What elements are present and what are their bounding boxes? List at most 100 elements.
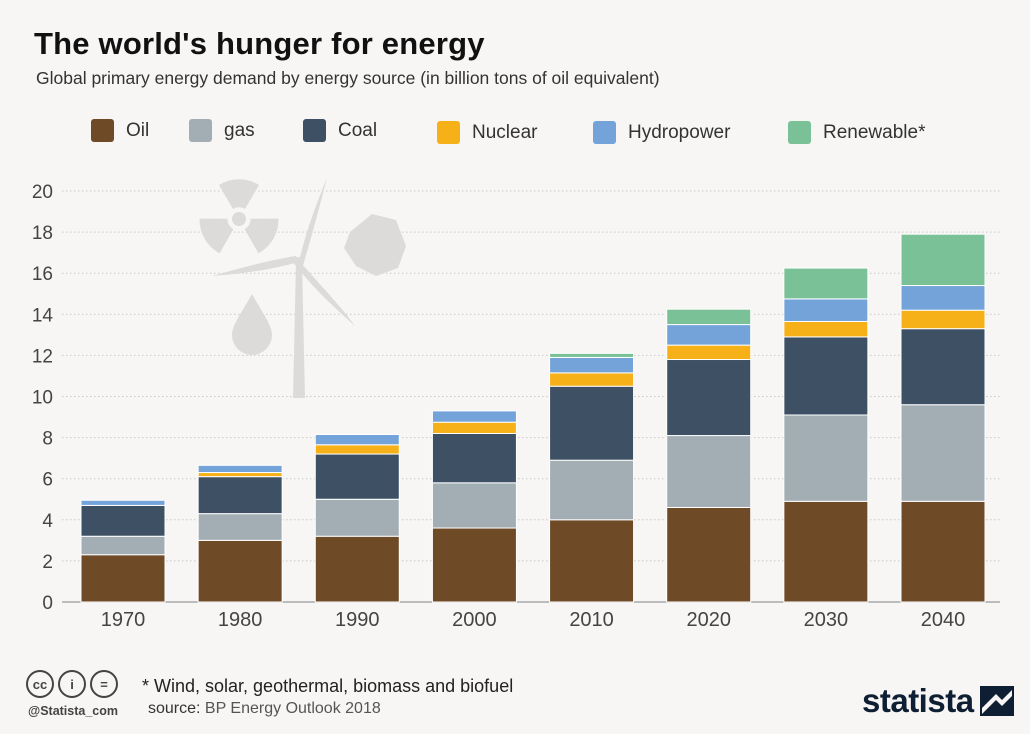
bar-segment-gas-2020 (666, 435, 752, 508)
bar-segment-hydropower-2040 (900, 285, 986, 311)
legend-item-gas: gas (189, 119, 255, 142)
legend: Oil gas Coal Nuclear Hydropower Renewabl… (0, 116, 1030, 150)
x-tick-label: 2040 (921, 609, 966, 631)
oil-drop-icon (232, 294, 272, 355)
bar-segment-gas-2040 (900, 404, 986, 502)
bar-segment-nuclear-2010 (549, 372, 635, 387)
bar-stack-2020 (666, 308, 752, 603)
x-tick-label: 2020 (686, 609, 731, 631)
legend-item-coal: Coal (303, 119, 377, 142)
bar-segment-oil-2030 (783, 500, 869, 603)
bar-stack-2000 (431, 410, 517, 603)
legend-swatch-nuclear (437, 121, 460, 144)
license-icons: cc i = (26, 670, 118, 698)
bar-stack-2010 (549, 352, 635, 603)
bar-segment-gas-2030 (783, 414, 869, 502)
legend-item-renewable: Renewable* (788, 121, 925, 144)
decorative-illustration (199, 178, 406, 398)
legend-label-coal: Coal (338, 119, 378, 141)
legend-swatch-gas (189, 119, 212, 142)
bar-stack-1970 (80, 499, 166, 603)
attribution-icon: i (58, 670, 86, 698)
bar-segment-nuclear-1990 (314, 444, 400, 455)
bar-segment-oil-1970 (80, 554, 166, 603)
bar-segment-gas-1970 (80, 535, 166, 556)
y-axis: 0 2 4 6 8 10 12 14 16 18 20 (32, 182, 54, 614)
bar-segment-nuclear-1980 (197, 472, 283, 478)
bar-segment-gas-1990 (314, 498, 400, 537)
bar-segment-nuclear-2000 (431, 421, 517, 434)
source-line: source: BP Energy Outlook 2018 (148, 700, 381, 718)
y-tick-label: 8 (42, 429, 53, 450)
legend-item-hydropower: Hydropower (593, 121, 730, 144)
bar-segment-hydropower-2020 (666, 324, 752, 346)
y-tick-label: 18 (32, 223, 53, 244)
bar-stack-2030 (783, 267, 869, 603)
y-tick-label: 2 (42, 552, 53, 573)
legend-label-hydropower: Hydropower (628, 121, 731, 143)
y-tick-label: 4 (42, 511, 53, 532)
y-tick-label: 0 (42, 593, 53, 614)
legend-swatch-oil (91, 119, 114, 142)
legend-swatch-coal (303, 119, 326, 142)
bar-segment-oil-2020 (666, 506, 752, 603)
cc-icon: cc (26, 670, 54, 698)
bar-segment-oil-2010 (549, 519, 635, 603)
x-tick-label: 1990 (335, 609, 380, 631)
legend-label-nuclear: Nuclear (472, 121, 538, 143)
bar-stack-1990 (314, 434, 400, 603)
legend-swatch-hydropower (593, 121, 616, 144)
legend-item-oil: Oil (91, 119, 149, 142)
radiation-icon (199, 179, 279, 254)
chart-subtitle: Global primary energy demand by energy s… (36, 68, 660, 88)
statista-logo-icon (979, 686, 1014, 716)
bar-segment-coal-2000 (431, 432, 517, 484)
statista-logo[interactable]: statista (862, 682, 1014, 720)
coal-lump-icon (344, 214, 406, 276)
bar-segment-nuclear-2020 (666, 344, 752, 361)
bar-segment-hydropower-2030 (783, 298, 869, 322)
x-tick-label: 1970 (101, 609, 146, 631)
bar-segment-coal-2030 (783, 336, 869, 416)
bar-segment-renewable-2030 (783, 267, 869, 300)
statista-handle: @Statista_com (28, 704, 118, 718)
bar-segment-hydropower-2010 (549, 356, 635, 374)
no-derivatives-icon: = (90, 670, 118, 698)
bar-stack-2040 (900, 233, 986, 603)
bar-segment-coal-1970 (80, 504, 166, 537)
x-tick-label: 2000 (452, 609, 497, 631)
bar-segment-hydropower-1970 (80, 499, 166, 506)
brand-name: statista (862, 682, 974, 719)
bar-segment-coal-2020 (666, 359, 752, 437)
y-tick-label: 20 (32, 182, 53, 203)
bar-segment-renewable-2020 (666, 308, 752, 326)
bar-segment-coal-2040 (900, 328, 986, 406)
y-tick-label: 10 (32, 388, 53, 409)
wind-turbine-icon (212, 178, 355, 398)
legend-item-nuclear: Nuclear (437, 121, 537, 144)
bar-segment-oil-1980 (197, 539, 283, 603)
legend-label-renewable: Renewable* (823, 121, 926, 143)
bar-segment-coal-1980 (197, 476, 283, 515)
bar-segment-coal-1990 (314, 453, 400, 500)
bar-segment-renewable-2010 (549, 352, 635, 358)
bar-segment-nuclear-2040 (900, 309, 986, 330)
x-tick-label: 1980 (218, 609, 263, 631)
bar-segment-hydropower-1990 (314, 434, 400, 446)
bar-segment-gas-1980 (197, 513, 283, 541)
y-tick-label: 6 (42, 470, 53, 491)
bar-stack-1980 (197, 464, 283, 603)
bars (80, 233, 986, 603)
legend-label-gas: gas (224, 119, 255, 141)
source-label: source: (148, 700, 201, 717)
bar-segment-hydropower-2000 (431, 410, 517, 423)
x-axis: 1970 1980 1990 2000 2010 2020 2030 2040 (101, 609, 966, 631)
bar-segment-hydropower-1980 (197, 464, 283, 474)
y-tick-label: 16 (32, 264, 53, 285)
y-tick-label: 12 (32, 346, 53, 367)
legend-label-oil: Oil (126, 119, 150, 141)
chart-title: The world's hunger for energy (34, 26, 485, 61)
footnote: * Wind, solar, geothermal, biomass and b… (142, 676, 514, 696)
x-tick-label: 2030 (804, 609, 849, 631)
